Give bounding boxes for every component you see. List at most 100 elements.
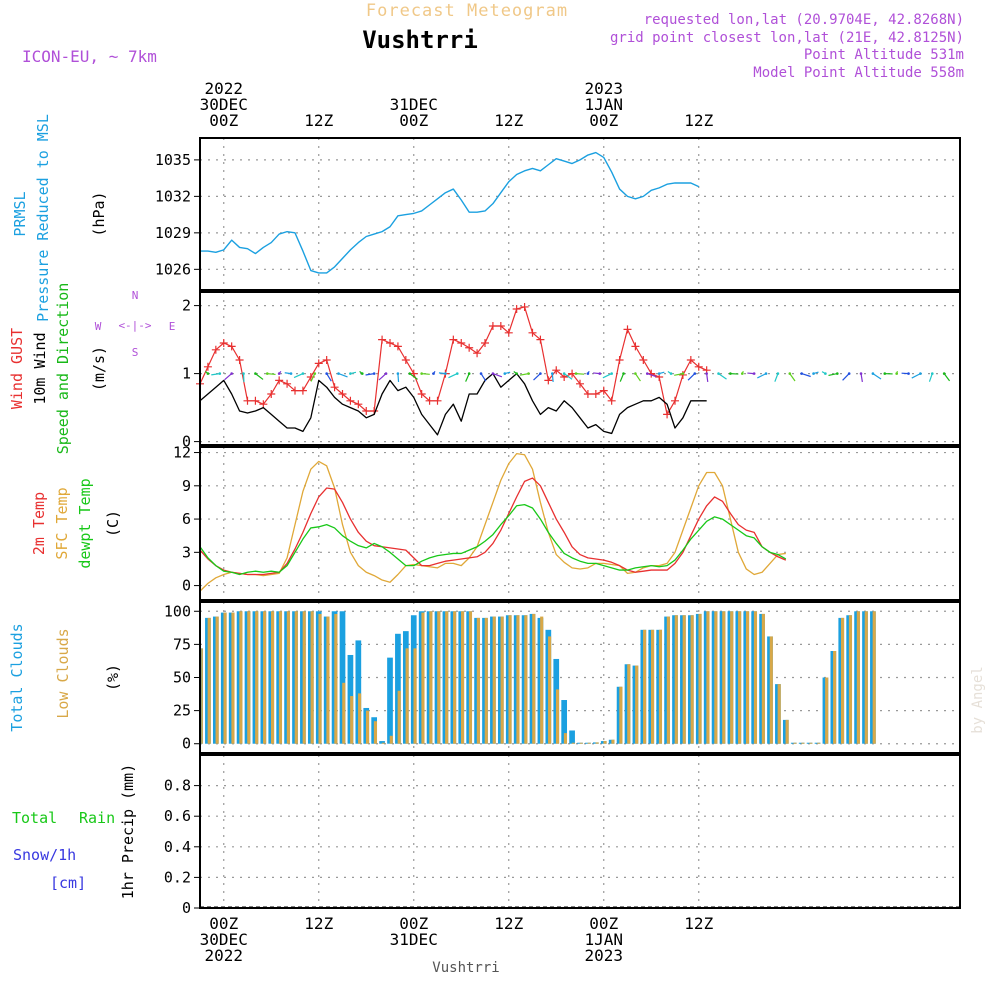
gust-marker — [259, 400, 268, 409]
bar-low-clouds — [350, 696, 354, 744]
bar-low-clouds — [263, 611, 267, 744]
wind-direction-arrow-head — [740, 372, 744, 375]
wind-direction-arrow-head — [479, 372, 483, 375]
ylabel-prmsl: PRMSL — [11, 191, 29, 236]
gust-marker — [425, 396, 434, 405]
bar-total-clouds — [355, 640, 362, 744]
wind-direction-arrow-head — [337, 372, 340, 375]
y-tick-label: 0 — [182, 433, 191, 451]
time-label-top: 12Z — [304, 111, 333, 130]
wind-direction-arrow — [267, 373, 276, 376]
bar-low-clouds — [840, 617, 845, 744]
bar-low-clouds — [848, 615, 853, 744]
compass-s: S — [132, 346, 139, 359]
bar-low-clouds — [785, 719, 789, 744]
wind-direction-arrow — [602, 373, 612, 379]
ylabel-total-clouds: Total Clouds — [8, 623, 26, 731]
wind-direction-arrow — [421, 373, 430, 375]
wind-direction-arrow-head — [277, 372, 281, 375]
legend-snow: Snow/1h — [13, 846, 76, 864]
time-label-bottom: 00Z — [399, 914, 428, 933]
panel-temperature: 0 3 6 9 12 2m Temp SFC Temp dewpt Temp (C) — [30, 444, 960, 600]
wind-direction-arrow — [619, 373, 625, 382]
time-label-bottom: 12Z — [304, 914, 333, 933]
bar-low-clouds — [429, 611, 433, 744]
wind-direction-arrow-head — [420, 372, 423, 375]
bar-low-clouds — [223, 612, 227, 744]
bar-low-clouds — [310, 611, 314, 744]
wind-direction-arrow — [842, 373, 850, 381]
bar-low-clouds — [508, 615, 512, 744]
panel-border-precip — [199, 754, 961, 909]
gust-marker — [362, 407, 371, 415]
wind-direction-arrow-head — [265, 372, 269, 375]
panel-border-wind — [199, 291, 961, 446]
time-label-bottom: 00Z — [589, 914, 618, 933]
bar-low-clouds — [690, 615, 694, 744]
gust-marker — [227, 342, 236, 351]
wind-direction-arrow — [338, 373, 348, 378]
gust-marker — [433, 396, 442, 405]
wind-direction-arrow — [860, 373, 863, 383]
time-label-bottom: 1JAN — [584, 930, 623, 949]
bar-low-clouds — [326, 616, 330, 744]
y-tick-label: 1 — [182, 365, 191, 383]
time-label-top: 12Z — [684, 111, 713, 130]
compass-w: W — [95, 320, 102, 333]
y-tick-label: 1032 — [155, 187, 191, 205]
gust-marker — [417, 390, 426, 398]
bar-low-clouds — [201, 648, 203, 744]
wind-direction-arrow — [397, 373, 400, 383]
chart-title: Vushtrri — [362, 26, 478, 54]
bar-low-clouds — [643, 629, 647, 744]
gust-marker — [378, 335, 387, 344]
wind-direction-arrow-head — [669, 372, 673, 375]
time-label-top: 2022 — [204, 79, 243, 98]
wind-direction-arrow-head — [408, 372, 412, 375]
bar-low-clouds — [405, 648, 409, 744]
bar-low-clouds — [278, 611, 283, 744]
legend-total: Total — [12, 809, 57, 827]
wind-direction-arrow — [255, 373, 264, 380]
gust-marker — [512, 305, 521, 313]
wind-direction-arrow — [872, 373, 882, 380]
ylabel-precip: 1hr Precip (mm) — [119, 764, 137, 899]
time-label-top: 00Z — [399, 111, 428, 130]
bar-total-clouds — [339, 611, 346, 744]
wind-direction-arrow — [828, 373, 838, 377]
wind-direction-arrow-head — [895, 372, 898, 375]
wind-direction-arrow — [533, 373, 541, 381]
time-label-bottom: 2022 — [204, 946, 243, 965]
wind-direction-arrow — [563, 373, 573, 380]
gust-marker — [338, 390, 347, 398]
y-tick-label: 0 — [182, 577, 191, 595]
ylabel-gust: Wind GUST — [8, 328, 26, 409]
bar-low-clouds — [674, 615, 678, 744]
wind-direction-arrow — [943, 373, 951, 382]
wind-direction-arrow — [480, 373, 487, 382]
legend-rain: Rain — [79, 809, 115, 827]
bar-low-clouds — [777, 684, 781, 744]
wind-direction-arrow-head — [360, 372, 364, 375]
wind-direction-arrow — [757, 373, 767, 379]
ylabel-unit: (hPa) — [90, 191, 108, 236]
gridpoint-coords: grid point closest lon,lat (21E, 42.8125… — [610, 30, 964, 46]
bar-low-clouds — [769, 636, 773, 744]
wind-direction-arrow-head — [610, 372, 613, 375]
panel-pressure: 1026 1029 1032 1035 PRMSL Pressure Reduced to… — [11, 114, 960, 322]
wind-direction-arrow — [211, 373, 220, 376]
bar-low-clouds — [524, 615, 528, 744]
wind-direction-arrow-head — [586, 372, 590, 375]
bar-low-clouds — [421, 612, 425, 744]
panel-border-temperature — [199, 446, 961, 601]
wind-direction-arrow-head — [645, 372, 649, 375]
gust-marker — [267, 390, 276, 398]
y-tick-label: 1029 — [155, 224, 191, 242]
bar-low-clouds — [563, 733, 568, 744]
wind-direction-arrow — [718, 373, 727, 380]
wind-direction-arrow — [674, 373, 684, 376]
y-tick-label: 1026 — [155, 260, 191, 278]
